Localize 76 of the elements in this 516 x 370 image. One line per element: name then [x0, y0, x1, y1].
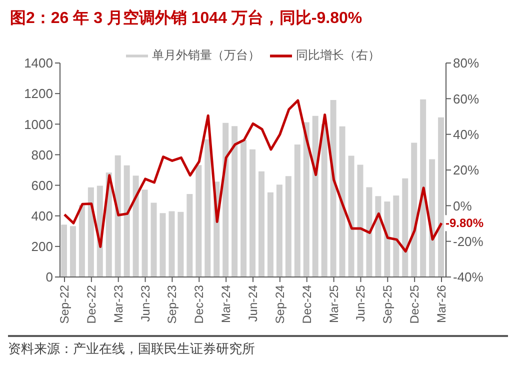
- bar: [150, 202, 157, 277]
- y-tick-label: 200: [31, 239, 53, 254]
- x-tick-label: Jun-24: [246, 284, 260, 322]
- bar: [168, 211, 175, 277]
- bar: [142, 190, 148, 277]
- bar: [438, 117, 444, 277]
- bar: [312, 116, 318, 277]
- bar: [250, 149, 256, 277]
- x-tick-label: Mar-24: [219, 284, 234, 324]
- bar: [132, 176, 139, 277]
- line-series: [63, 99, 443, 253]
- y-tick-label: 1000: [24, 116, 53, 132]
- chart-title: 图2：26 年 3 月空调外销 1044 万台，同比-9.80%: [9, 8, 364, 29]
- text: 资料来源：产业在线，国联民生证券研究所: [8, 340, 256, 358]
- bar: [196, 165, 202, 277]
- y2-tick-label: -20%: [453, 234, 484, 249]
- x-tick-label: Mar-25: [326, 284, 341, 324]
- bar: [420, 99, 426, 277]
- x-tick-label: Dec-23: [192, 284, 206, 324]
- bar: [258, 171, 264, 277]
- bar: [366, 187, 372, 277]
- x-tick-label: Jun-25: [354, 284, 368, 322]
- y-tick-label: 400: [31, 208, 53, 224]
- bar: [357, 164, 364, 277]
- legend-label: 单月外销量（万台）: [152, 48, 260, 62]
- bar: [70, 226, 76, 277]
- x-tick-label: Mar-26: [434, 284, 449, 324]
- y2-tick-label: 20%: [453, 162, 480, 178]
- bar: [178, 212, 184, 277]
- bar: [78, 205, 85, 277]
- y-tick-label: 1400: [24, 56, 53, 71]
- y-tick-label: 0: [46, 270, 53, 285]
- bar: [348, 156, 354, 277]
- x-tick-label: Dec-22: [84, 284, 98, 324]
- y-tick-label: 800: [31, 147, 53, 162]
- x-tick-label: Mar-23: [111, 284, 126, 324]
- x-tick-label: Dec-24: [300, 284, 314, 324]
- x-tick-label: Sep-23: [165, 284, 180, 324]
- y-tick-label: 600: [31, 178, 53, 193]
- bar: [160, 213, 166, 277]
- bar: [429, 159, 436, 277]
- bar: [114, 155, 121, 277]
- bar: [339, 126, 346, 277]
- bar: [411, 142, 418, 277]
- data-label: -9.80%: [446, 216, 484, 230]
- bar: [330, 100, 336, 277]
- y-tick-label: 1200: [24, 86, 53, 102]
- bar: [240, 140, 247, 277]
- bar: [294, 144, 300, 277]
- x-tick-label: Sep-24: [272, 284, 287, 324]
- bar: [61, 224, 67, 277]
- bar: [124, 165, 130, 277]
- bar: [222, 122, 229, 277]
- bar: [375, 196, 382, 277]
- y2-tick-label: -40%: [453, 270, 484, 285]
- bar: [267, 192, 274, 277]
- y2-tick-label: 60%: [453, 91, 480, 106]
- y2-tick-label: 40%: [453, 126, 480, 142]
- bar: [186, 194, 193, 277]
- bar: [88, 187, 94, 277]
- x-tick-label: Sep-25: [380, 284, 395, 324]
- legend-label: 同比增长（右）: [296, 48, 380, 62]
- bar: [384, 201, 390, 277]
- bar: [303, 122, 310, 277]
- bar: [321, 124, 328, 277]
- bar: [393, 196, 400, 277]
- x-tick-label: Dec-25: [408, 284, 422, 324]
- bar: [204, 139, 211, 277]
- bar: [276, 184, 282, 277]
- x-tick-label: Sep-22: [57, 284, 72, 324]
- bar: [402, 178, 408, 277]
- x-tick-label: Jun-23: [138, 284, 152, 322]
- y2-tick-label: 0%: [453, 198, 472, 214]
- bar: [232, 126, 238, 277]
- y2-tick-label: 80%: [453, 56, 480, 71]
- bar: [285, 176, 292, 277]
